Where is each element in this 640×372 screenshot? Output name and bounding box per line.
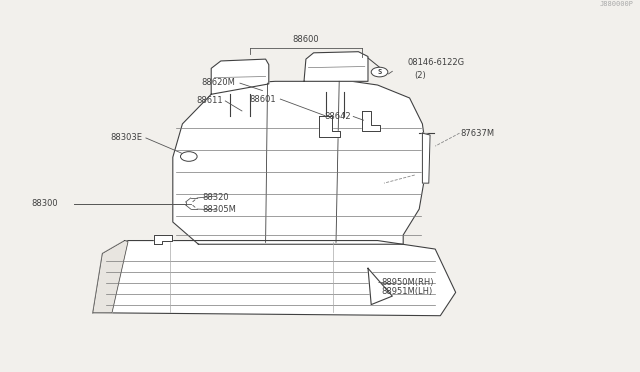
Polygon shape	[93, 241, 456, 316]
Circle shape	[180, 152, 197, 161]
Text: 88601: 88601	[250, 94, 276, 103]
Text: 87637M: 87637M	[461, 129, 495, 138]
Polygon shape	[93, 241, 128, 313]
Text: 88950M(RH): 88950M(RH)	[381, 278, 434, 287]
Polygon shape	[319, 116, 340, 137]
Text: 88600: 88600	[292, 35, 319, 44]
Text: (2): (2)	[415, 71, 426, 80]
Polygon shape	[304, 52, 368, 81]
Text: 08146-6122G: 08146-6122G	[408, 58, 465, 67]
Text: 88620M: 88620M	[202, 78, 236, 87]
Polygon shape	[173, 80, 428, 244]
Polygon shape	[211, 59, 269, 94]
Text: 88951M(LH): 88951M(LH)	[381, 287, 433, 296]
Circle shape	[371, 67, 388, 77]
Text: S: S	[378, 69, 381, 75]
Text: J880000P: J880000P	[600, 1, 634, 7]
Text: 88300: 88300	[31, 199, 58, 208]
Text: 88303E: 88303E	[110, 134, 142, 142]
Polygon shape	[368, 268, 392, 305]
Polygon shape	[362, 111, 380, 131]
Text: 88642: 88642	[324, 112, 351, 121]
Text: 88305M: 88305M	[202, 205, 236, 214]
Text: 88320: 88320	[202, 193, 229, 202]
Text: 88611: 88611	[196, 96, 223, 105]
Polygon shape	[422, 133, 430, 183]
Polygon shape	[154, 235, 172, 244]
